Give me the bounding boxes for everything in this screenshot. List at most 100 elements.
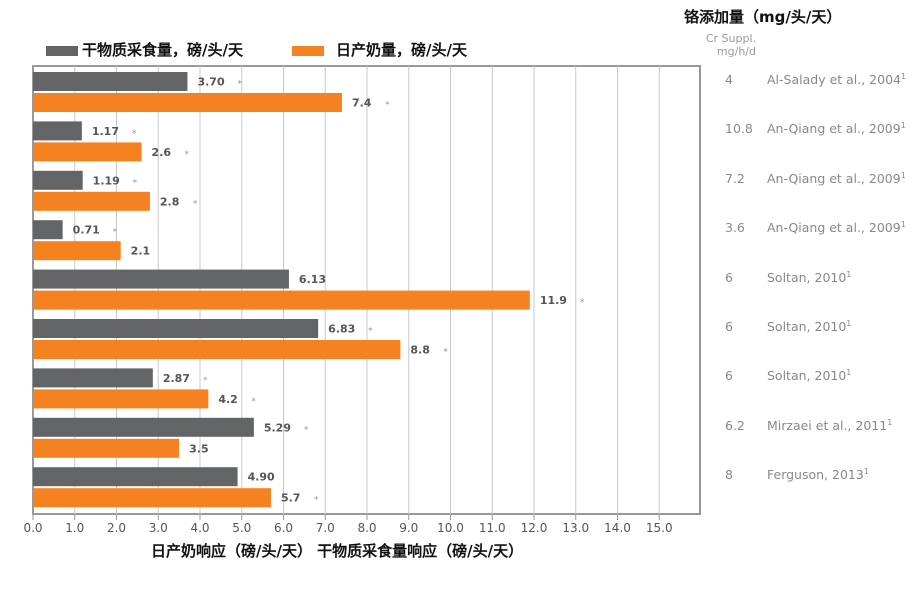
x-tick-label: 9.0 (399, 521, 418, 535)
ref-source-text: An-Qiang et al., 2009 (767, 121, 901, 137)
ref-dose: 7.2 (725, 170, 745, 186)
ref-dose: 8 (725, 467, 733, 483)
ref-footnote: 1 (863, 467, 869, 477)
x-tick-label: 3.0 (149, 521, 168, 535)
data-label-milk: 4.2 (218, 393, 238, 406)
bar-milk (33, 438, 180, 458)
data-label-dm: 1.17 (92, 125, 119, 138)
bar-dm (33, 170, 83, 190)
ref-source: An-Qiang et al., 20091 (767, 171, 906, 186)
data-label-dm: 1.19 (93, 174, 120, 187)
x-tick-label: 2.0 (107, 521, 126, 535)
ref-source: Soltan, 20101 (767, 368, 851, 383)
ref-footnote: 1 (901, 72, 907, 81)
bar-dm (33, 220, 63, 240)
data-label-milk: 11.9 (540, 294, 567, 307)
ref-source-text: An-Qiang et al., 2009 (767, 220, 901, 236)
x-tick-label: 4.0 (190, 521, 209, 535)
x-tick-label: 7.0 (316, 521, 335, 535)
ref-dose: 10.8 (725, 121, 753, 137)
ref-source: Al-Salady et al., 20041 (767, 72, 906, 87)
ref-footnote: 1 (900, 170, 906, 180)
data-label-milk: 2.8 (160, 195, 180, 208)
data-label-dm: 6.13 (299, 273, 326, 286)
x-tick-label: 8.0 (357, 521, 376, 535)
x-tick-label: 0.0 (23, 521, 42, 535)
data-label-milk: 3.5 (189, 442, 209, 455)
data-label-dm: 6.83 (328, 323, 355, 336)
significance-marker: * (203, 376, 208, 386)
bar-milk (33, 488, 271, 508)
data-label-milk: 7.4 (352, 97, 372, 110)
ref-footnote: 1 (887, 417, 893, 427)
legend-swatch-milk (292, 46, 324, 56)
bar-dm (33, 72, 188, 91)
ref-source-text: Al-Salady et al., 2004 (767, 72, 901, 88)
bar-milk (33, 290, 530, 310)
significance-marker: * (443, 348, 448, 358)
x-tick-label: 15.0 (646, 521, 673, 535)
ref-source-text: Soltan, 2010 (767, 269, 847, 285)
ref-source: An-Qiang et al., 20091 (767, 121, 906, 136)
ref-dose: 6.2 (725, 417, 745, 433)
ref-footnote: 1 (846, 269, 852, 279)
significance-marker: * (237, 80, 242, 90)
significance-marker: * (368, 327, 373, 337)
ref-footnote: 1 (900, 220, 906, 230)
ref-footnote: 1 (900, 121, 906, 131)
significance-marker: * (133, 178, 138, 188)
x-tick-label: 6.0 (274, 521, 293, 535)
bar-dm (33, 467, 238, 487)
data-label-milk: 2.1 (131, 245, 151, 258)
ref-dose: 4 (725, 72, 733, 87)
data-label-dm: 0.71 (73, 224, 100, 237)
ref-source: Soltan, 20101 (767, 319, 851, 334)
bar-milk (33, 389, 209, 409)
significance-marker: * (193, 199, 198, 209)
significance-marker: * (304, 425, 309, 435)
significance-marker: * (113, 228, 118, 238)
ref-footnote: 1 (846, 368, 852, 378)
ref-source-text: Mirzaei et al., 2011 (767, 417, 888, 433)
ref-dose: 3.6 (725, 220, 745, 236)
data-label-dm: 5.29 (264, 421, 291, 434)
ref-dose: 6 (725, 269, 733, 285)
data-label-dm: 4.90 (248, 471, 275, 484)
significance-marker: * (385, 101, 390, 111)
x-axis-title: 日产奶响应（磅/头/天） 干物质采食量响应（磅/头/天） (151, 542, 524, 560)
ref-source-text: Soltan, 2010 (767, 319, 847, 335)
x-tick-label: 10.0 (437, 521, 464, 535)
ref-source-text: An-Qiang et al., 2009 (767, 170, 901, 186)
data-label-milk: 2.6 (152, 146, 172, 159)
x-tick-label: 13.0 (562, 521, 589, 535)
data-label-dm: 2.87 (163, 372, 190, 385)
data-label-dm: 3.70 (197, 76, 224, 89)
ref-source-text: Soltan, 2010 (767, 368, 847, 384)
ref-source: Mirzaei et al., 20111 (767, 418, 892, 433)
bar-milk (33, 191, 150, 211)
x-tick-label: 14.0 (604, 521, 631, 535)
legend-swatch-dm (46, 46, 78, 56)
bar-milk (33, 142, 142, 162)
ref-dose: 6 (725, 368, 733, 384)
legend-label-dm: 干物质采食量，磅/头/天 (82, 41, 243, 59)
bar-dm (33, 269, 289, 289)
side-panel-subtitle: Cr Suppl. mg/h/d (705, 32, 756, 58)
ref-footnote: 1 (846, 319, 852, 328)
bar-dm (33, 121, 82, 141)
legend-label-milk: 日产奶量，磅/头/天 (336, 41, 467, 59)
data-label-milk: 8.8 (410, 344, 430, 357)
significance-marker: * (580, 298, 585, 308)
ref-source: An-Qiang et al., 20091 (767, 220, 906, 235)
bar-dm (33, 417, 254, 437)
x-tick-label: 1.0 (65, 521, 84, 535)
significance-marker: * (185, 150, 190, 160)
ref-source: Ferguson, 20131 (767, 467, 869, 482)
bar-milk (33, 241, 121, 261)
ref-source: Soltan, 20101 (767, 270, 851, 285)
significance-marker: * (132, 129, 137, 139)
bar-dm (33, 319, 319, 338)
significance-marker: * (251, 397, 256, 407)
x-tick-label: 12.0 (521, 521, 548, 535)
